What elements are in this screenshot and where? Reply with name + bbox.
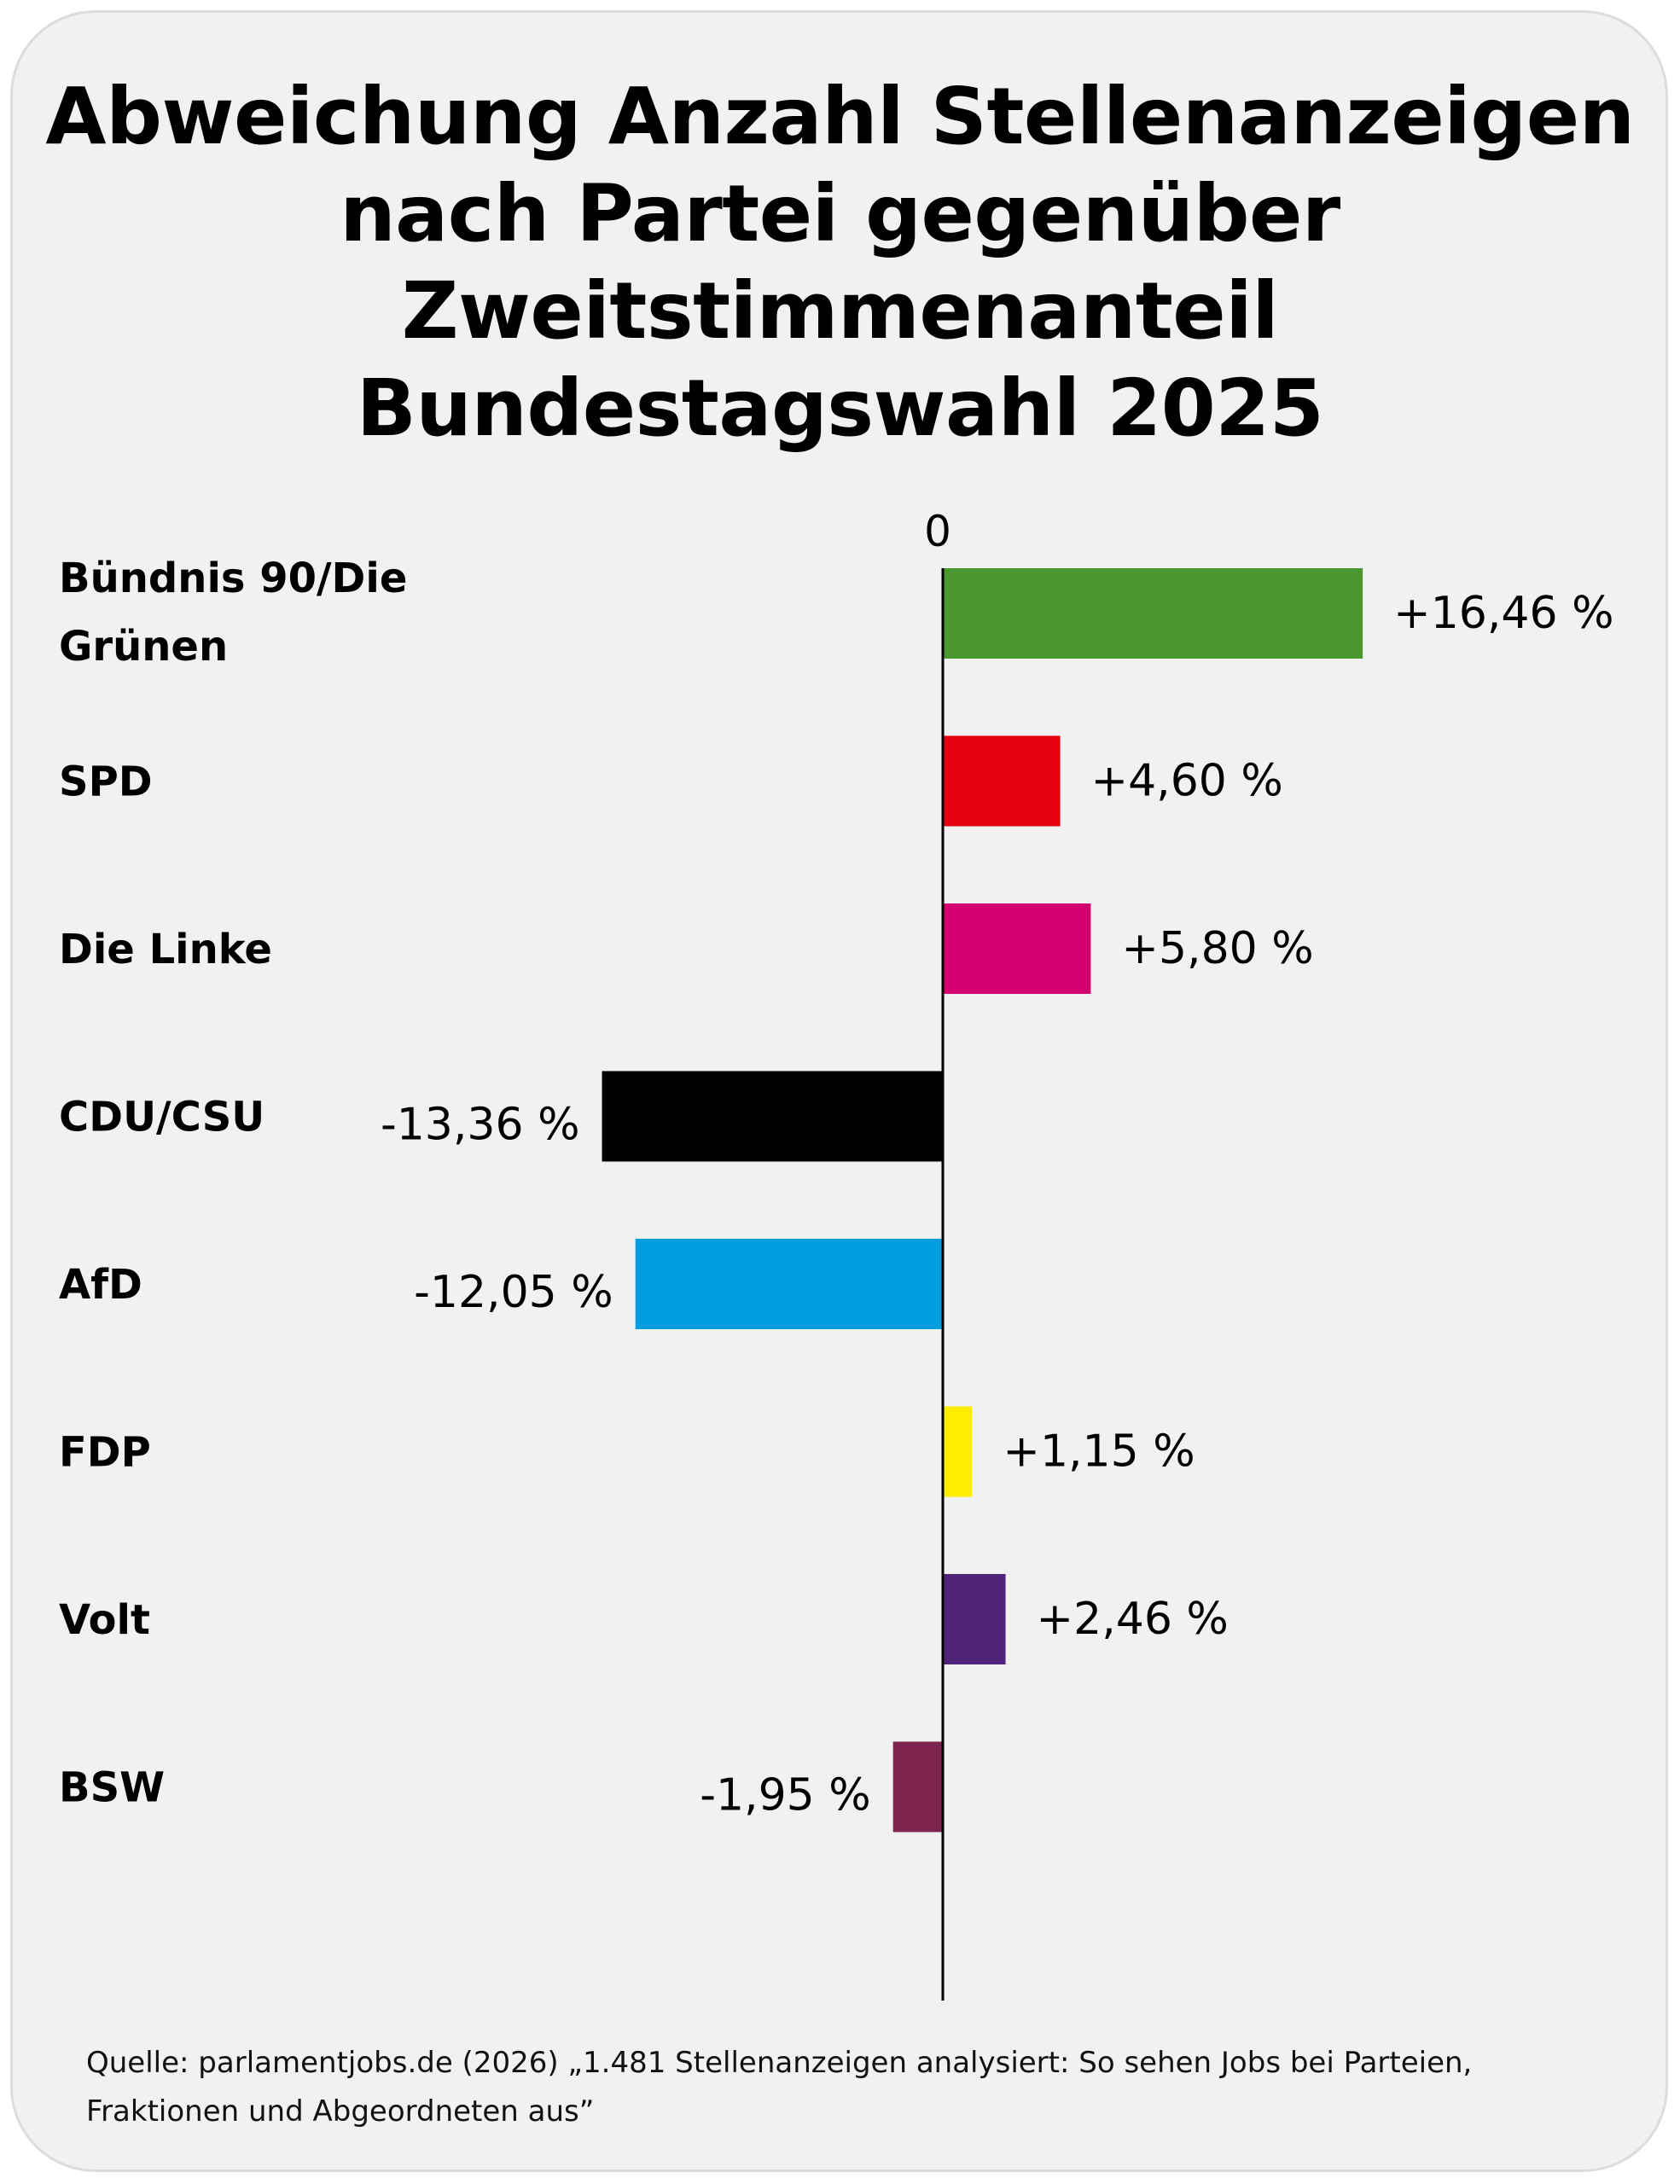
category-label: SPD: [59, 758, 153, 806]
bar-5: [943, 1406, 973, 1497]
source-line: Fraktionen und Abgeordneten aus”: [86, 2094, 595, 2129]
category-label: Die Linke: [59, 926, 272, 973]
title-line: Zweitstimmenanteil: [401, 265, 1279, 357]
value-label: +16,46 %: [1393, 588, 1613, 639]
category-label: FDP: [59, 1429, 151, 1477]
value-label: +2,46 %: [1037, 1594, 1229, 1645]
value-label: +5,80 %: [1121, 923, 1313, 974]
category-label: AfD: [59, 1261, 142, 1309]
category-label: Grünen: [59, 623, 228, 671]
category-label: Bündnis 90/Die: [59, 555, 407, 602]
category-label: Volt: [59, 1596, 150, 1644]
bar-3: [602, 1071, 943, 1162]
category-label: CDU/CSU: [59, 1094, 264, 1141]
category-label: BSW: [59, 1764, 165, 1812]
bar-6: [943, 1574, 1006, 1664]
title-line: Bundestagswahl 2025: [356, 363, 1324, 454]
bar-0: [943, 568, 1363, 659]
value-label: -13,36 %: [381, 1100, 580, 1151]
bar-7: [892, 1741, 943, 1833]
source-line: Quelle: parlamentjobs.de (2026) „1.481 S…: [86, 2046, 1473, 2080]
value-label: +1,15 %: [1003, 1426, 1195, 1478]
value-label: -12,05 %: [414, 1267, 613, 1318]
value-label: +4,60 %: [1091, 756, 1283, 807]
bar-1: [943, 735, 1061, 827]
zero-tick-label: 0: [924, 507, 951, 556]
source-note: Quelle: parlamentjobs.de (2026) „1.481 S…: [86, 2039, 1622, 2136]
chart-title: Abweichung Anzahl Stellenanzeigen nach P…: [0, 68, 1680, 457]
value-label: -1,95 %: [700, 1770, 870, 1821]
title-line: nach Partei gegenüber: [340, 168, 1340, 259]
title-line: Abweichung Anzahl Stellenanzeigen: [45, 71, 1635, 162]
bar-4: [635, 1239, 943, 1329]
bar-2: [943, 903, 1091, 994]
